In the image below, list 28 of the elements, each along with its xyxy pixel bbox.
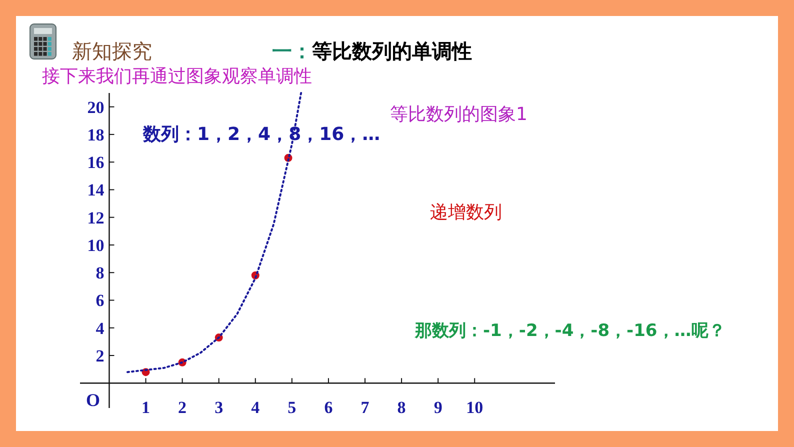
x-tick-label: 1 (142, 398, 150, 418)
annotation: 数列：1，2，4，8，16，… (143, 123, 380, 146)
x-tick-label: 2 (178, 398, 187, 418)
y-tick-label: 12 (87, 208, 104, 228)
x-tick-label: 8 (397, 398, 406, 418)
y-tick-label: 20 (87, 98, 104, 117)
x-tick-label: 6 (324, 398, 333, 418)
annotation: 递增数列 (430, 201, 502, 224)
y-tick-label: 14 (87, 180, 105, 200)
annotation: O (86, 390, 100, 411)
x-tick-label: 10 (466, 398, 484, 418)
chart-subtitle: 接下来我们再通过图象观察单调性 (42, 65, 312, 88)
chart-title: 一：等比数列的单调性 (272, 39, 472, 63)
y-tick-label: 8 (96, 264, 104, 283)
annotation: 等比数列的图象1 (390, 103, 528, 126)
y-tick-label: 16 (87, 153, 104, 172)
x-tick-label: 7 (360, 398, 370, 418)
x-tick-label: 3 (214, 398, 224, 418)
x-tick-label: 5 (288, 398, 296, 418)
text: 新知探究 (72, 38, 152, 65)
x-tick-label: 9 (434, 398, 442, 418)
y-tick-label: 4 (96, 318, 105, 338)
annotation: 那数列：-1，-2，-4，-8，-16，…呢？ (415, 320, 726, 343)
y-tick-label: 2 (96, 346, 104, 366)
y-tick-label: 10 (87, 236, 104, 255)
x-tick-label: 4 (251, 398, 260, 418)
y-tick-label: 6 (96, 291, 104, 310)
y-tick-label: 18 (87, 125, 104, 144)
